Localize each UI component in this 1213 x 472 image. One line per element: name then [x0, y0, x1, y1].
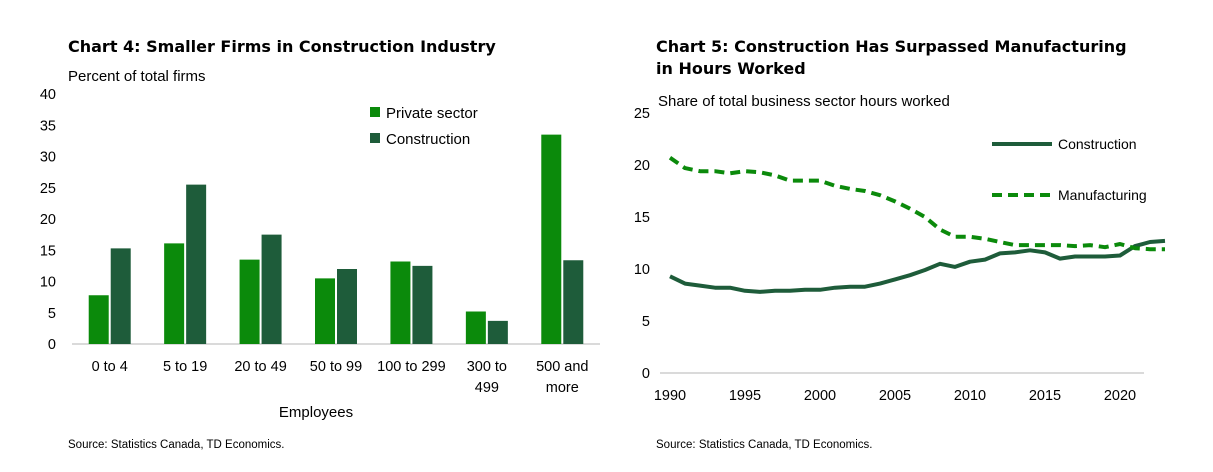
chart-4-title: Chart 4: Smaller Firms in Construction I… [68, 37, 496, 56]
legend-label-construction: Construction [1058, 136, 1137, 152]
y-tick-label: 0 [48, 337, 56, 353]
chart-5: Chart 5: Construction Has Surpassed Manu… [634, 37, 1166, 451]
chart-4-source: Source: Statistics Canada, TD Economics. [68, 439, 284, 451]
bar-private-sector [465, 311, 486, 344]
bar-private-sector [164, 243, 185, 344]
chart-4-y-ticks: 0 5 10 15 20 25 30 35 40 [40, 87, 56, 353]
bar-construction [186, 184, 207, 344]
y-tick-label: 25 [634, 106, 650, 122]
chart-5-source: Source: Statistics Canada, TD Economics. [656, 439, 872, 451]
y-tick-label: 40 [40, 87, 56, 103]
bar-private-sector [315, 278, 335, 344]
bar-construction [412, 265, 433, 344]
chart-5-title-line-1: Chart 5: Construction Has Surpassed Manu… [656, 37, 1127, 56]
y-tick-label: 35 [40, 118, 56, 134]
legend-swatch-private-sector [370, 107, 380, 117]
bar-construction [563, 260, 584, 344]
x-tick-label: 20 to 49 [234, 359, 286, 375]
y-tick-label: 15 [40, 243, 56, 259]
series-line-construction [669, 238, 1166, 294]
y-tick-label: 0 [642, 366, 650, 382]
y-tick-label: 10 [40, 275, 56, 291]
legend-label-manufacturing: Manufacturing [1058, 187, 1147, 203]
y-tick-label: 10 [634, 262, 650, 278]
x-tick-label: 1995 [729, 388, 761, 404]
bar-construction [337, 269, 357, 344]
chart-5-x-ticks: 1990 1995 2000 2005 2010 2015 2020 [654, 388, 1136, 404]
chart-5-y-ticks: 0 5 10 15 20 25 [634, 106, 650, 382]
y-tick-label: 20 [40, 212, 56, 228]
chart-5-legend: Construction Manufacturing [992, 136, 1147, 203]
x-tick-label: 2000 [804, 388, 836, 404]
chart-4: Chart 4: Smaller Firms in Construction I… [40, 37, 600, 451]
x-tick-label: 500 and [536, 359, 588, 375]
x-tick-label: 100 to 299 [377, 359, 446, 375]
chart-4-x-ticks: 0 to 4 5 to 19 20 to 49 50 to 99 100 to 299 3… [92, 359, 589, 396]
bar-private-sector [88, 295, 109, 344]
bar-construction [487, 320, 508, 344]
bar-construction [261, 234, 282, 344]
chart-4-x-axis-label: Employees [279, 404, 353, 421]
chart-4-bars [88, 134, 584, 344]
x-tick-label: 50 to 99 [310, 359, 362, 375]
x-tick-label: 1990 [654, 388, 686, 404]
legend-swatch-construction [370, 133, 380, 143]
y-tick-label: 25 [40, 181, 56, 197]
x-tick-label: 2020 [1104, 388, 1136, 404]
bar-construction [110, 248, 131, 344]
y-tick-label: 20 [634, 158, 650, 174]
x-tick-label: 2015 [1029, 388, 1061, 404]
x-tick-label: more [546, 380, 579, 396]
legend-label-private-sector: Private sector [386, 105, 478, 122]
y-tick-label: 5 [48, 306, 56, 322]
legend-label-construction: Construction [386, 131, 470, 148]
chart-4-y-axis-label: Percent of total firms [68, 68, 206, 85]
series-line-manufacturing [668, 156, 1165, 252]
bar-private-sector [541, 134, 562, 344]
chart-5-lines [668, 156, 1166, 294]
y-tick-label: 30 [40, 150, 56, 166]
x-tick-label: 5 to 19 [163, 359, 207, 375]
x-tick-label: 300 to [467, 359, 507, 375]
bar-private-sector [239, 259, 260, 344]
x-tick-label: 0 to 4 [92, 359, 128, 375]
bar-private-sector [390, 261, 411, 344]
y-tick-label: 5 [642, 314, 650, 330]
x-tick-label: 2010 [954, 388, 986, 404]
chart-5-title-line-2: in Hours Worked [656, 59, 806, 78]
x-tick-label: 2005 [879, 388, 911, 404]
y-tick-label: 15 [634, 210, 650, 226]
chart-4-legend: Private sector Construction [370, 105, 478, 148]
chart-5-y-axis-label: Share of total business sector hours wor… [658, 93, 950, 110]
x-tick-label: 499 [475, 380, 499, 396]
